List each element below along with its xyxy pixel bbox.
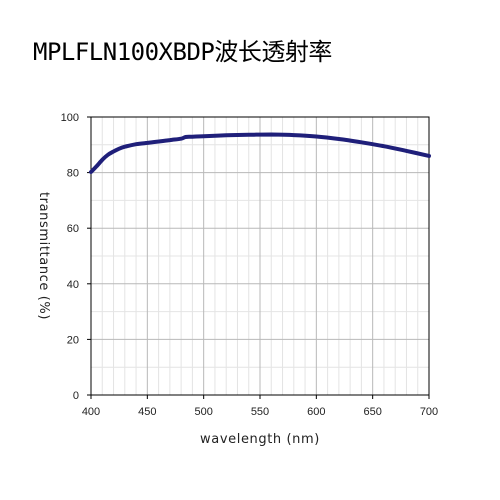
series-line-transmittance <box>89 132 431 174</box>
x-tick-label: 400 <box>82 406 100 418</box>
x-tick-label: 700 <box>420 406 438 418</box>
y-tick-label: 20 <box>67 334 79 346</box>
page-title: MPLFLN100XBDP波长透射率 <box>33 38 332 66</box>
y-tick-label: 80 <box>67 168 79 180</box>
y-tick-label: 60 <box>67 223 79 235</box>
x-tick-label: 600 <box>307 406 325 418</box>
x-tick-label: 650 <box>363 406 381 418</box>
y-tick-label: 0 <box>73 390 79 402</box>
x-tick-label: 550 <box>251 406 269 418</box>
x-axis-label: wavelength (nm) <box>200 432 320 447</box>
y-tick-label: 100 <box>61 112 79 124</box>
x-tick-label: 500 <box>194 406 212 418</box>
y-tick-label: 40 <box>67 279 79 291</box>
grid <box>91 117 429 395</box>
x-tick-label: 450 <box>138 406 156 418</box>
y-axis-label: transmittance (%) <box>36 192 51 320</box>
axis-ticks: 400 450 500 550 600 650 700 0 20 40 60 80 100 <box>61 112 439 418</box>
